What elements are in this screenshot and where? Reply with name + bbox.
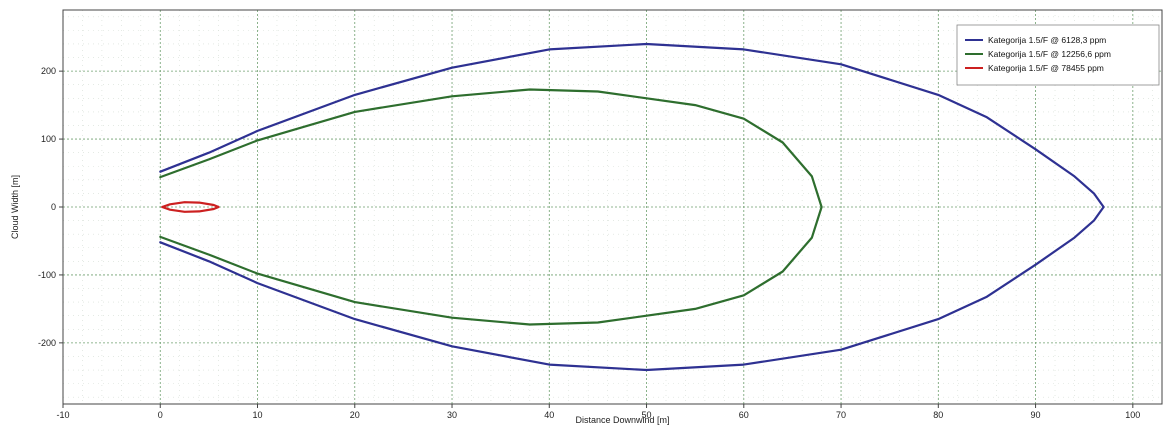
x-axis-label: Distance Downwind [m] bbox=[575, 415, 669, 425]
series-line-3 bbox=[161, 201, 220, 213]
legend-entry: Kategorija 1.5/F @ 78455 ppm bbox=[988, 63, 1104, 73]
x-tick-label: 90 bbox=[1031, 410, 1041, 420]
series-line-2 bbox=[159, 88, 823, 326]
x-tick-label: 30 bbox=[447, 410, 457, 420]
x-tick-label: -10 bbox=[56, 410, 69, 420]
series-line-1 bbox=[159, 42, 1105, 372]
x-tick-label: 70 bbox=[836, 410, 846, 420]
x-tick-label: 20 bbox=[350, 410, 360, 420]
legend: Kategorija 1.5/F @ 6128,3 ppm Kategorija … bbox=[956, 24, 1160, 86]
y-tick-label: 200 bbox=[41, 66, 56, 76]
y-tick-label: -200 bbox=[38, 338, 56, 348]
x-tick-label: 0 bbox=[158, 410, 163, 420]
legend-entry: Kategorija 1.5/F @ 6128,3 ppm bbox=[988, 35, 1106, 45]
legend-entry: Kategorija 1.5/F @ 12256,6 ppm bbox=[988, 49, 1111, 59]
x-tick-label: 60 bbox=[739, 410, 749, 420]
legend-box bbox=[956, 24, 1160, 86]
x-tick-label: 80 bbox=[933, 410, 943, 420]
y-axis-label: Cloud Width [m] bbox=[10, 175, 20, 239]
y-tick-label: 100 bbox=[41, 134, 56, 144]
x-tick-label: 100 bbox=[1125, 410, 1140, 420]
y-tick-label: -100 bbox=[38, 270, 56, 280]
x-tick-label: 40 bbox=[544, 410, 554, 420]
y-tick-label: 0 bbox=[51, 202, 56, 212]
x-tick-label: 50 bbox=[642, 410, 652, 420]
x-tick-label: 10 bbox=[253, 410, 263, 420]
series-layer bbox=[159, 42, 1105, 372]
